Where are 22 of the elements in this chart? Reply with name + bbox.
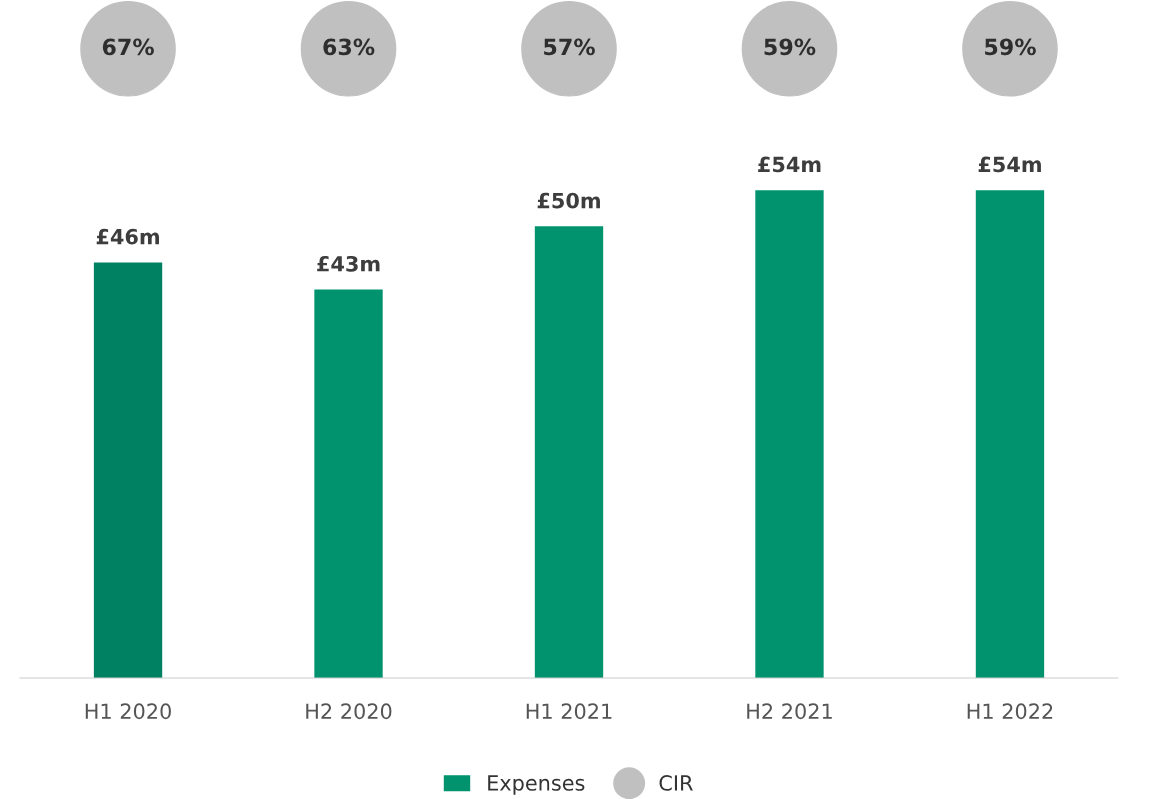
bar	[314, 289, 383, 678]
x-tick-label: H1 2022	[967, 703, 1053, 720]
text: 59%	[764, 38, 816, 56]
data-label: £43m	[317, 255, 380, 272]
bar	[93, 262, 163, 678]
bar	[975, 190, 1045, 678]
x-tick-label: H2 2020	[306, 703, 392, 720]
text: 57%	[544, 38, 595, 56]
bar	[755, 190, 824, 678]
data-label: £50m	[537, 192, 600, 209]
data-label: £46m	[96, 228, 159, 245]
x-tick-label: H1 2020	[85, 703, 171, 720]
bar	[534, 226, 604, 678]
x-tick-label: H1 2021	[526, 703, 612, 720]
data-label: £54m	[758, 156, 821, 173]
text: 67%	[102, 38, 154, 56]
text: 63%	[323, 38, 375, 56]
legend-label: CIR	[659, 775, 693, 791]
x-tick-label: H2 2021	[747, 703, 832, 720]
legend-label: Expenses	[488, 775, 585, 795]
data-label: £54m	[978, 156, 1041, 173]
text: 59%	[985, 38, 1036, 56]
